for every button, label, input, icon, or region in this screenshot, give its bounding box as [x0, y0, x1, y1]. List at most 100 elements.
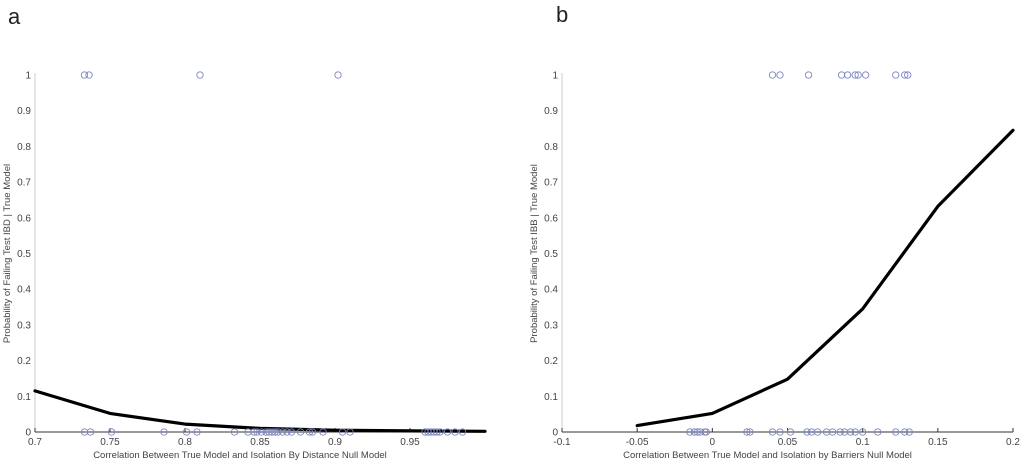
panel-letter-b: b	[556, 2, 569, 27]
data-point	[901, 71, 909, 79]
y-tick-label: 0.9	[17, 106, 31, 117]
data-point	[892, 71, 900, 79]
data-point	[851, 428, 859, 436]
data-point	[287, 428, 296, 436]
data-point	[253, 428, 261, 436]
y-tick-label: 0.8	[17, 142, 31, 153]
y-tick-label: 1	[25, 71, 31, 82]
y-tick-label: 0.5	[17, 249, 31, 260]
x-tick-label: -0.05	[626, 437, 649, 448]
probability-curve	[635, 128, 1015, 428]
data-point	[901, 428, 909, 436]
x-tick-label: 0.9	[328, 437, 342, 448]
chart-panel-b: -0.1 -0.05 0 0.05 0.1 0.15 0.2 0 0.1 0.2 0.3 0.4 0.5…	[529, 71, 1020, 462]
data-point	[85, 71, 93, 79]
y-tick-label: 0.7	[544, 178, 558, 189]
data-point	[743, 428, 751, 436]
y-tick-label: 0.2	[544, 356, 558, 367]
x-axis-label: Correlation Between True Model and Isola…	[623, 450, 912, 461]
data-point	[80, 71, 89, 79]
data-point	[305, 428, 314, 436]
data-point	[346, 428, 354, 436]
y-tick-label: 0.4	[544, 285, 558, 296]
data-point	[693, 428, 701, 436]
data-point	[904, 71, 912, 79]
data-point	[334, 71, 342, 79]
probability-curve	[33, 389, 487, 433]
data-point	[274, 428, 282, 436]
data-point	[257, 428, 266, 436]
data-point	[804, 71, 813, 79]
data-point	[854, 71, 862, 79]
data-point	[803, 428, 811, 436]
y-tick-label: 0.3	[17, 320, 31, 331]
x-tick-label: 0.95	[400, 437, 420, 448]
x-tick-label: 0.15	[928, 437, 948, 448]
x-axis-label: Correlation Between True Model and Isola…	[93, 450, 387, 461]
y-tick-label: 0.6	[544, 213, 558, 224]
x-tick-label: 0.7	[28, 437, 42, 448]
y-tick-label: 0.6	[17, 213, 31, 224]
x-tick-label: 0.05	[778, 437, 798, 448]
data-point	[319, 428, 327, 436]
data-point	[436, 428, 444, 436]
data-point	[828, 428, 837, 436]
data-point	[786, 428, 795, 436]
data-point	[338, 428, 347, 436]
y-tick-label: 0	[552, 428, 558, 439]
data-point	[874, 428, 882, 436]
y-tick-label: 0.4	[17, 285, 31, 296]
x-tick-label: 0.85	[250, 437, 270, 448]
y-tick-label: 0.2	[17, 356, 31, 367]
data-point	[271, 428, 279, 436]
data-point	[86, 428, 95, 436]
x-tick-label: 0.1	[856, 437, 870, 448]
x-tick-label: 0.2	[1006, 437, 1020, 448]
data-point	[862, 71, 870, 79]
data-point	[836, 428, 844, 436]
data-point	[813, 428, 822, 436]
data-point	[776, 71, 784, 79]
data-point	[443, 428, 452, 436]
y-axis-label: Probability of Failing Test IBD | True M…	[2, 164, 13, 343]
data-point	[107, 428, 116, 436]
data-point	[182, 428, 191, 436]
data-point	[905, 428, 913, 436]
data-point	[451, 428, 459, 436]
data-point	[250, 428, 258, 436]
data-point	[776, 428, 784, 436]
data-point	[837, 71, 846, 79]
data-point	[308, 428, 317, 436]
data-point	[278, 428, 287, 436]
y-tick-label: 0.8	[544, 142, 558, 153]
data-point	[851, 71, 859, 79]
y-tick-label: 0.7	[17, 178, 31, 189]
data-point	[768, 71, 777, 79]
data-point	[686, 428, 694, 436]
data-point	[433, 428, 441, 436]
data-point	[230, 428, 239, 436]
data-point	[296, 428, 305, 436]
data-point	[458, 428, 467, 436]
chart-panel-a: 0.7 0.75 0.8 0.85 0.9 0.95 0 0.1 0.2 0.3 0.4 0.5 0.6…	[2, 71, 487, 461]
y-tick-label: 0.1	[544, 392, 558, 403]
y-tick-label: 0.3	[544, 320, 558, 331]
data-point	[746, 428, 754, 436]
panel-letter-a: a	[8, 4, 21, 29]
x-tick-label: -0.1	[553, 437, 571, 448]
data-point	[283, 428, 291, 436]
y-tick-label: 0.9	[544, 106, 558, 117]
data-point	[768, 428, 777, 436]
y-tick-label: 1	[552, 71, 558, 82]
y-tick-label: 0.1	[17, 392, 31, 403]
data-point	[160, 428, 168, 436]
data-point	[843, 71, 852, 79]
data-point	[892, 428, 900, 436]
data-point	[196, 71, 204, 79]
y-axis-label: Probability of Failing Test IBB | True M…	[529, 164, 540, 343]
y-tick-label: 0.5	[544, 249, 558, 260]
data-point	[193, 428, 201, 436]
x-tick-label: 0.8	[178, 437, 192, 448]
data-point	[702, 428, 710, 436]
